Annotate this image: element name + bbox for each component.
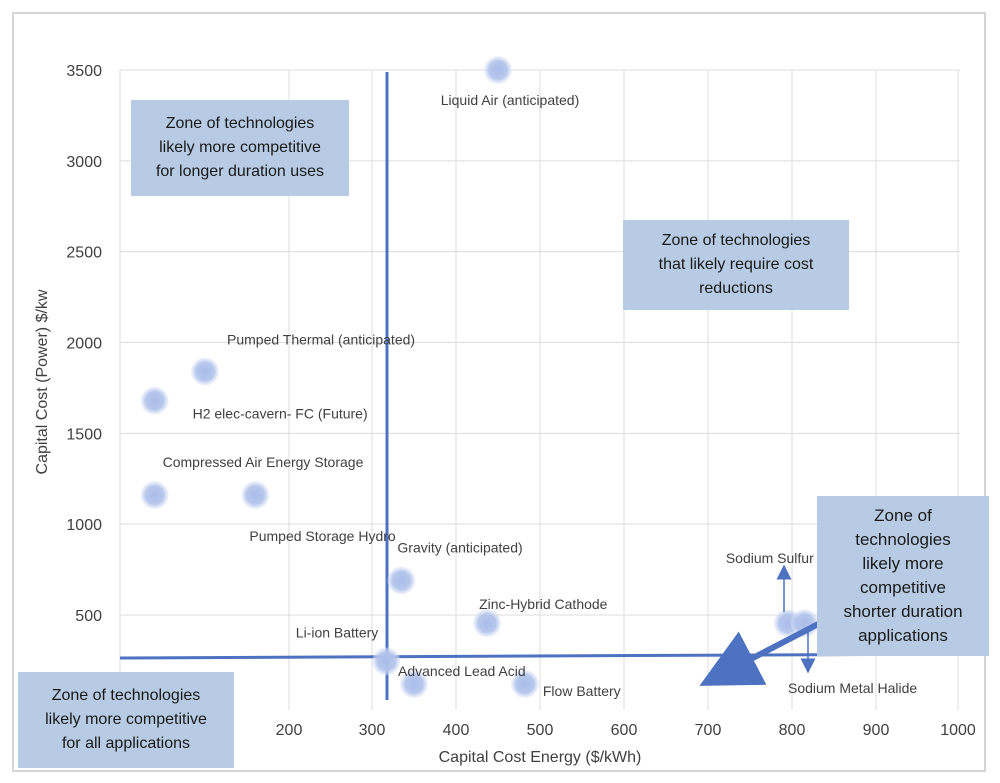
x-tick-label: 200 xyxy=(276,722,303,739)
point-label: Flow Battery xyxy=(543,683,621,699)
data-point xyxy=(140,386,169,415)
zone-text: Zone of technologies that likely require … xyxy=(659,229,814,301)
zone-text-line: for all applications xyxy=(61,735,191,752)
point-label: Gravity (anticipated) xyxy=(397,539,522,555)
zone-text-line: likely more xyxy=(862,554,944,573)
x-axis-title: Capital Cost Energy ($/kWh) xyxy=(439,749,642,766)
data-point xyxy=(473,609,502,638)
zone-text-line: Zone of technologies xyxy=(51,687,201,704)
x-tick-label: 600 xyxy=(611,722,638,739)
data-points xyxy=(140,56,819,699)
zone-text-line: reductions xyxy=(699,280,773,297)
point-label: Pumped Storage Hydro xyxy=(249,528,396,544)
zone-all-applications: Zone of technologies likely more competit… xyxy=(18,672,234,768)
x-tick-label: 700 xyxy=(695,722,722,739)
annotation-arrows xyxy=(699,564,828,686)
zone-text-line: applications xyxy=(858,626,948,645)
data-point xyxy=(387,566,416,595)
y-tick-label: 2000 xyxy=(66,336,102,353)
zone-text-line: for longer duration uses xyxy=(155,163,325,180)
zone-text: Zone of technologies likely more competit… xyxy=(45,684,207,756)
point-label: Sodium Metal Halide xyxy=(788,680,917,696)
zone-shorter-duration: Zone of technologies likely more competitiv… xyxy=(817,496,989,656)
shorter-duration-zone-arrow xyxy=(699,617,828,686)
zone-text-line: competitive xyxy=(860,578,946,597)
y-axis-title: Capital Cost (Power) $/kw xyxy=(34,289,51,474)
point-label: Li-ion Battery xyxy=(296,624,378,640)
gridlines xyxy=(119,69,960,710)
zone-text-line: Zone of xyxy=(874,506,932,525)
zone-text-line: shorter duration xyxy=(843,602,963,621)
y-tick-label: 3500 xyxy=(66,63,102,80)
zone-text-line: likely more competitive xyxy=(159,139,321,156)
x-tick-label: 1000 xyxy=(940,722,976,739)
x-tick-label: 400 xyxy=(443,722,470,739)
y-tick-label: 2500 xyxy=(66,245,102,262)
point-labels: Liquid Air (anticipated) Pumped Thermal (… xyxy=(163,92,918,699)
data-point xyxy=(400,670,428,699)
y-tick-label: 1000 xyxy=(66,517,102,534)
point-label: Compressed Air Energy Storage xyxy=(163,454,364,470)
point-label: Sodium Sulfur xyxy=(726,550,814,566)
data-point xyxy=(140,481,169,510)
zone-longer-duration: Zone of technologies likely more competit… xyxy=(131,100,349,196)
zone-text-line: Zone of technologies xyxy=(661,232,811,249)
x-tick-label: 300 xyxy=(359,722,386,739)
data-point xyxy=(484,56,512,84)
point-label: Zinc-Hybrid Cathode xyxy=(479,596,608,612)
x-tick-label: 900 xyxy=(863,722,890,739)
zone-text: Zone of technologies likely more competitiv… xyxy=(843,504,962,648)
zone-text-line: technologies xyxy=(855,530,951,549)
data-point xyxy=(372,647,401,676)
data-point xyxy=(241,481,270,510)
x-tick-label: 800 xyxy=(779,722,806,739)
x-tick-label: 500 xyxy=(527,722,554,739)
y-tick-label: 3000 xyxy=(66,154,102,171)
zone-text-line: Zone of technologies xyxy=(165,115,315,132)
zone-text-line: likely more competitive xyxy=(45,711,207,728)
point-label: Pumped Thermal (anticipated) xyxy=(227,332,415,348)
zone-require-cost-reductions: Zone of technologies that likely require … xyxy=(623,220,849,310)
y-tick-label: 500 xyxy=(75,608,102,625)
point-label: Liquid Air (anticipated) xyxy=(441,92,580,108)
zone-text: Zone of technologies likely more competit… xyxy=(156,112,324,184)
zone-text-line: that likely require cost xyxy=(658,256,814,273)
data-point xyxy=(510,670,539,699)
point-label: Advanced Lead Acid xyxy=(398,663,526,679)
tick-labels: 200 300 400 500 600 700 800 900 1000 500 1000 1500 2… xyxy=(66,63,975,739)
data-point xyxy=(191,357,219,386)
point-label: H2 elec-cavern- FC (Future) xyxy=(193,406,368,422)
y-tick-label: 1500 xyxy=(66,426,102,443)
